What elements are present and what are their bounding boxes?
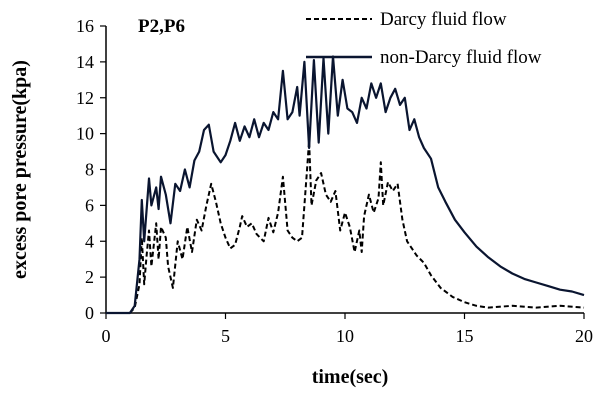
y-tick-label: 10: [76, 124, 94, 144]
legend-group: Darcy fluid flow non-Darcy fluid flow: [306, 9, 542, 68]
x-tick-label: 0: [102, 326, 111, 346]
x-tick-label: 20: [575, 326, 593, 346]
panel-label: P2,P6: [138, 16, 185, 37]
x-axis-title: time(sec): [312, 366, 389, 388]
y-tick-label: 4: [85, 231, 94, 251]
x-tick-label: 5: [221, 326, 230, 346]
axes-group: [105, 26, 584, 314]
y-tick-label: 14: [76, 52, 94, 72]
y-tick-label: 0: [85, 303, 94, 323]
x-tick-label: 15: [456, 326, 474, 346]
x-tick-label: 10: [336, 326, 354, 346]
y-tick-label: 16: [76, 16, 94, 36]
legend-label-darcy: Darcy fluid flow: [380, 9, 507, 30]
darcy-series-line: [106, 139, 585, 314]
series-group: [106, 55, 585, 315]
y-tick-label: 2: [85, 267, 94, 287]
labels-group: P2,P6 time(sec) excess pore pressure(kpa): [9, 16, 388, 388]
y-tick-label: 8: [85, 160, 94, 180]
ticks-group: 0 5 10 15 20 0 2 4 6 8 10 12 14 16: [76, 16, 593, 346]
y-axis-title: excess pore pressure(kpa): [9, 60, 31, 279]
y-tick-label: 12: [76, 88, 94, 108]
non-darcy-series-line: [106, 55, 585, 315]
legend-label-non-darcy: non-Darcy fluid flow: [380, 47, 542, 68]
y-tick-label: 6: [85, 195, 94, 215]
